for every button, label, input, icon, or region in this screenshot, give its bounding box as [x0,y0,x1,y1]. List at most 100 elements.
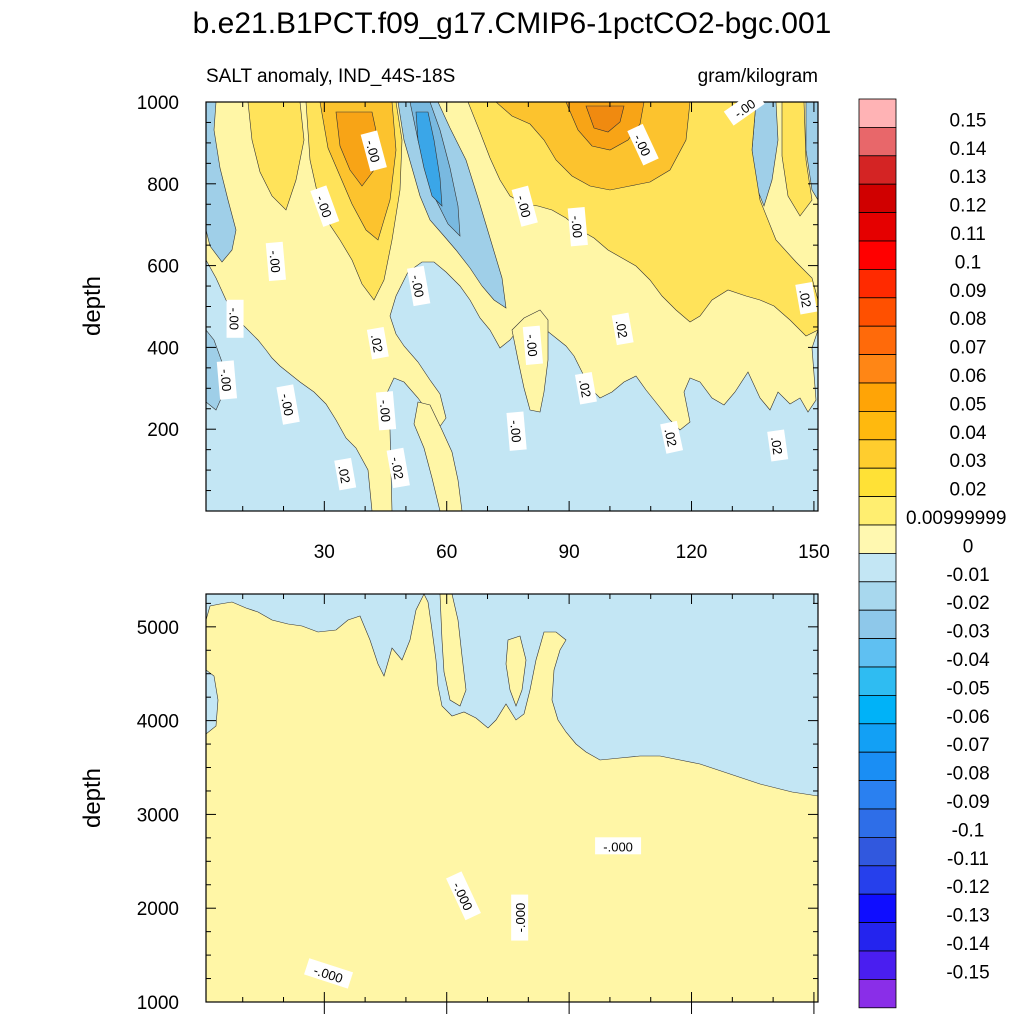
colorbar-box [858,780,897,810]
y-tick-label: 200 [147,420,179,441]
contour-label-text: -.000 [513,903,528,933]
lower-field [206,594,818,1002]
colorbar-label: 0.1 [955,252,981,273]
colorbar-box [858,410,897,441]
x-tick-label: 90 [559,542,580,563]
contour-label-text: -.00 [363,138,383,164]
contour-label-text: -.00 [507,419,524,443]
y-tick-label: 2000 [137,899,179,920]
lower-positive-streak-a [439,594,467,707]
colorbar-box [858,297,897,327]
contour-label: -.00 [506,411,527,451]
contour-label: -.00 [276,384,300,425]
contour-label: -.00 [265,241,286,282]
colorbar-label: 0.12 [950,196,987,217]
colorbar-box [858,581,897,611]
colorbar-label: -0.11 [947,849,989,870]
lower-y-axis-label: depth [79,768,106,828]
contour-label-text: -.00 [408,274,427,299]
upper-positive-tongue [413,401,463,511]
contour-label: -.000 [511,894,529,941]
upper-axis-ticks: 30 60 90 120 150 200 400 600 800 1000 [137,93,830,563]
colorbar-box [858,325,897,356]
contour-label-text: .02 [661,427,679,448]
y-tick-label: 1000 [137,993,179,1014]
contour-label-text: -.00 [313,193,335,219]
contour-label-text: -.000 [603,839,633,854]
upper-positive-d-right [585,105,625,133]
colorbar-label: 0.14 [950,139,987,160]
colorbar-label: -0.15 [946,962,989,983]
colorbar-label: -0.13 [946,906,989,927]
colorbar-label: -0.07 [946,735,989,756]
colorbar-box [858,609,897,640]
colorbar-box [858,524,897,554]
contour-label-background [386,447,410,489]
contour-label-text: -.00 [568,215,585,239]
contour-label-background [310,185,340,227]
contour-label-background [511,894,529,941]
upper-positive-a-far-right [781,102,813,217]
y-tick-label: 800 [147,175,179,196]
contour-label-text: -.00 [514,194,534,220]
colorbar-label: 0.00999999 [906,508,1006,529]
colorbar-box [858,922,897,952]
contour-label-text: .02 [768,436,785,456]
contour-label-text: .02 [613,319,631,339]
contour-label-text: -.00 [523,334,540,358]
contour-label-background [406,265,431,307]
colorbar: 0.15 0.14 0.13 0.12 0.11 0.1 0.09 0.08 0.07 0.06 0… [858,98,1006,1009]
contour-label-background [574,371,597,405]
contour-label: -.00 [406,265,431,307]
colorbar-label: 0.04 [950,423,987,444]
colorbar-box [858,808,897,838]
contour-label-background [595,837,642,855]
colorbar-label: -0.02 [946,593,989,614]
contour-label-background [360,130,387,172]
contour-label: -.00 [216,360,238,400]
contour-label-background [611,312,634,346]
lower-plot-frame [205,593,819,1003]
contour-label-background [795,281,818,315]
contour-label: -.02 [386,447,410,489]
colorbar-box [858,155,897,185]
contour-label: .02 [795,281,818,315]
x-tick-label: 120 [676,542,708,563]
contour-label-background [366,326,389,360]
colorbar-label: -0.12 [946,877,989,898]
contour-label-background [723,89,765,126]
contour-label: .02 [767,429,789,462]
lower-contour-labels: -.000-.000-.000-.000 [304,837,642,989]
colorbar-label: -0.08 [946,764,989,785]
colorbar-label: 0.09 [950,281,987,302]
page-title: b.e21.B1PCT.f09_g17.CMIP6-1pctCO2-bgc.00… [193,7,832,40]
colorbar-label: 0.02 [950,480,987,501]
colorbar-box [858,979,897,1009]
contour-label-text: .02 [335,464,353,484]
contour-label: -.00 [375,391,397,431]
colorbar-box [858,751,897,782]
x-tick-label: 30 [314,542,335,563]
contour-label-background [226,299,244,338]
contour-label-background [767,429,789,462]
upper-negative-strong [415,111,443,207]
upper-positive-a-right [467,102,818,337]
colorbar-label: 0.03 [950,451,987,472]
x-tick-label: 150 [798,542,830,563]
contour-label-text: -.00 [217,368,234,392]
colorbar-label: 0.15 [950,110,987,131]
colorbar-box [858,98,897,128]
colorbar-box [858,837,897,867]
contour-label: .02 [660,420,684,454]
contour-label-text: .02 [368,333,386,353]
colorbar-label: -0.09 [946,792,989,813]
y-tick-label: 600 [147,257,179,278]
contour-label-background [627,123,659,166]
contour-label: -.00 [310,185,340,227]
contour-label-background [446,871,481,921]
colorbar-box [858,268,897,299]
contour-label: .02 [611,312,634,346]
contour-label: .02 [574,371,597,405]
colorbar-box [858,496,897,526]
colorbar-box [858,865,897,895]
